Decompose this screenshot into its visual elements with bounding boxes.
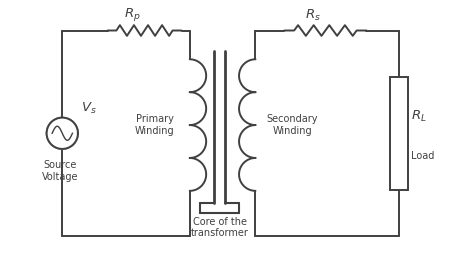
Text: Secondary
Winding: Secondary Winding — [267, 114, 318, 136]
Polygon shape — [46, 118, 78, 149]
Text: $R_p$: $R_p$ — [124, 6, 140, 23]
Text: $R_L$: $R_L$ — [411, 109, 427, 124]
Text: $R_s$: $R_s$ — [305, 8, 321, 23]
Text: Load: Load — [411, 151, 434, 161]
Text: Source
Voltage: Source Voltage — [42, 160, 79, 182]
Text: Primary
Winding: Primary Winding — [135, 114, 174, 136]
Bar — [391, 77, 409, 190]
Text: Core of the
transformer: Core of the transformer — [191, 217, 248, 238]
Text: $V_s$: $V_s$ — [81, 101, 97, 116]
